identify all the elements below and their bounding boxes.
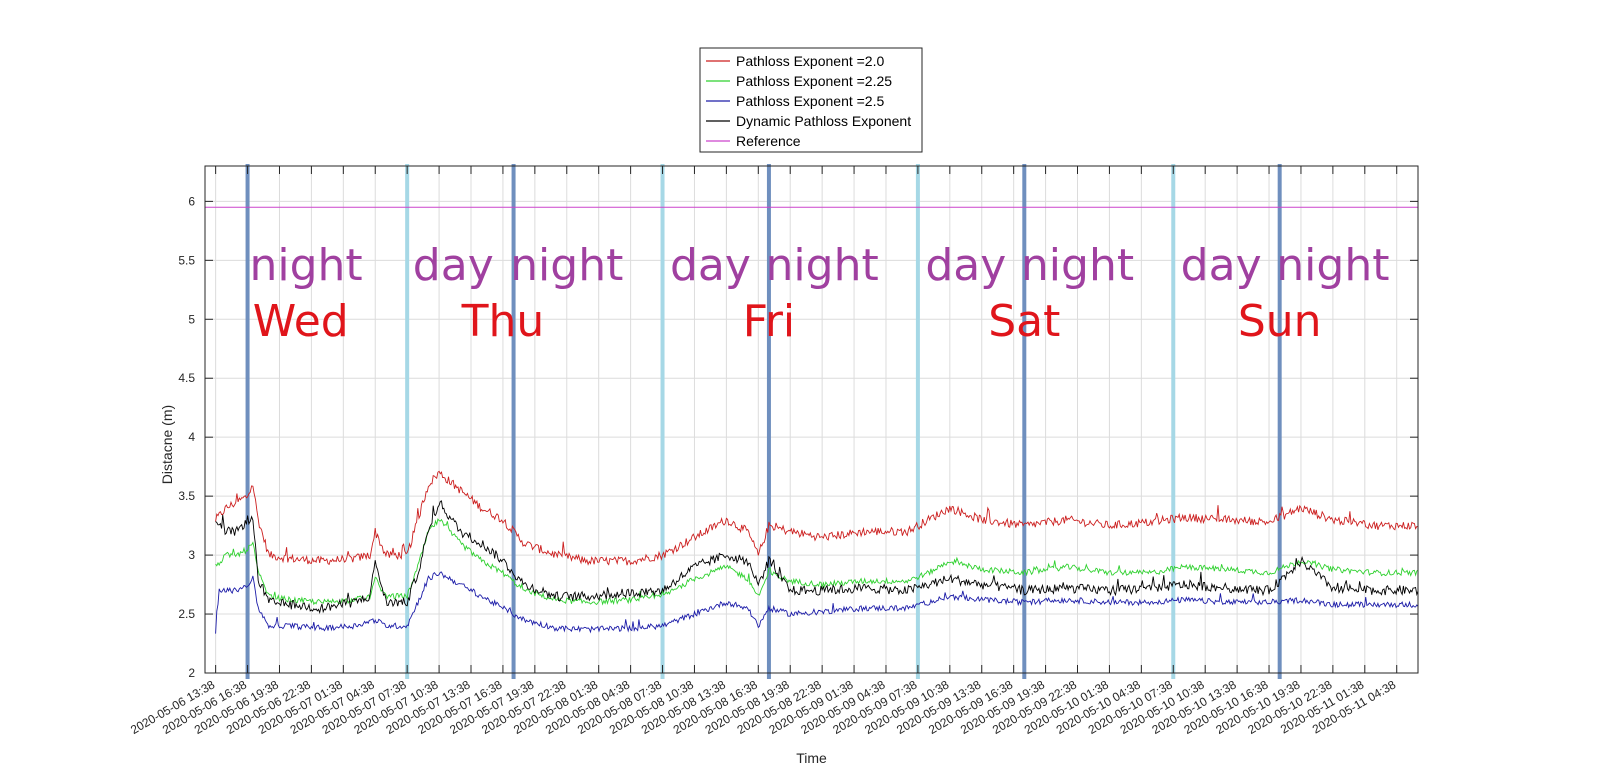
phase-label-day: day [1181, 240, 1262, 291]
series-line-1 [215, 518, 1419, 606]
y-tick-label: 5 [188, 312, 195, 326]
phase-label-night: night [766, 240, 879, 291]
legend-entry: Pathloss Exponent =2.5 [736, 93, 884, 109]
weekday-label: Fri [743, 296, 795, 347]
y-axis-title: Distacne (m) [159, 405, 175, 484]
y-tick-label: 2.5 [178, 607, 195, 621]
legend-entry: Dynamic Pathloss Exponent [736, 113, 911, 129]
phase-label-night: night [1276, 240, 1389, 291]
phase-label-night: night [510, 240, 623, 291]
y-tick-label: 5.5 [178, 253, 195, 267]
weekday-label: Thu [461, 296, 545, 347]
y-tick-label: 2 [188, 666, 195, 680]
series-line-2 [215, 571, 1419, 634]
y-axis: 2 2.5 3 3.5 4 4.5 5 5.5 6 [178, 194, 1418, 680]
data-series [205, 206, 1419, 634]
x-axis-title: Time [796, 750, 827, 766]
phase-label-day: day [413, 240, 494, 291]
phase-label-night: night [1021, 240, 1134, 291]
y-tick-label: 4 [188, 430, 195, 444]
annotations: night day night day night day night day nightWed… [249, 240, 1389, 347]
y-tick-label: 3.5 [178, 489, 195, 503]
weekday-label: Sun [1238, 296, 1322, 347]
weekday-label: Wed [253, 296, 349, 347]
legend-box [699, 47, 923, 153]
y-tick-label: 3 [188, 548, 195, 562]
legend-entry: Reference [736, 133, 801, 149]
legend-entry: Pathloss Exponent =2.0 [736, 53, 884, 69]
plot-area-frame [204, 165, 1419, 674]
legend: Pathloss Exponent =2.0 Pathloss Exponent … [699, 47, 923, 153]
y-tick-label: 6 [188, 194, 195, 208]
phase-label-day: day [925, 240, 1006, 291]
legend-entry: Pathloss Exponent =2.25 [736, 73, 892, 89]
phase-label-day: day [670, 240, 751, 291]
y-tick-label: 4.5 [178, 371, 195, 385]
series-line-3 [215, 500, 1419, 615]
series-line-0 [215, 470, 1419, 566]
weekday-label: Sat [988, 296, 1060, 347]
phase-label-night: night [249, 240, 362, 291]
